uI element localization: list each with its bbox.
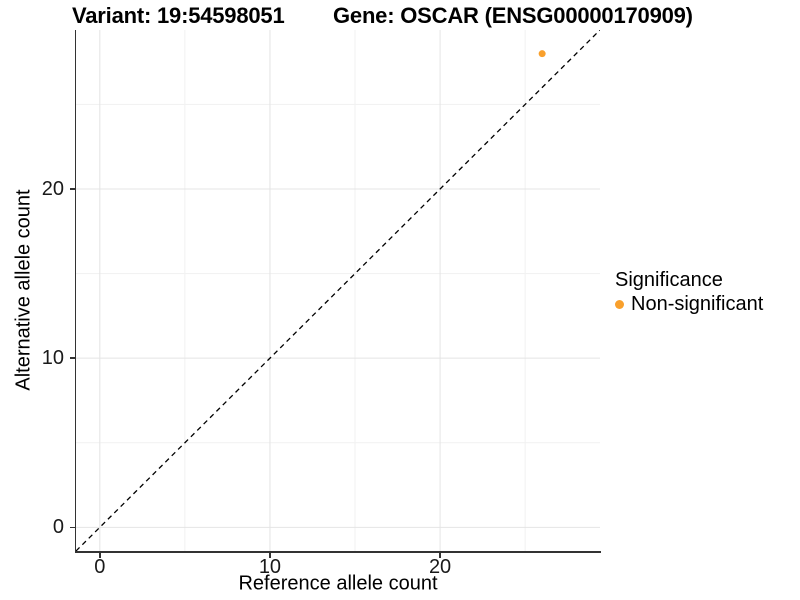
- plot-title-gene: Gene: OSCAR (ENSG00000170909): [333, 3, 693, 28]
- y-tick-label: 20: [41, 178, 64, 200]
- plot-title-variant: Variant: 19:54598051: [72, 3, 285, 28]
- x-tick-label: 20: [428, 556, 452, 578]
- y-axis-line: [74, 30, 77, 553]
- x-tick-label: 10: [258, 556, 282, 578]
- y-tick-mark: [69, 526, 75, 529]
- plot-canvas: [75, 29, 601, 552]
- x-tick-mark: [269, 552, 271, 558]
- x-tick-mark: [99, 552, 101, 558]
- y-tick-label: 0: [52, 516, 64, 539]
- identity-dashed-line: [75, 29, 601, 552]
- x-axis-line: [74, 551, 601, 553]
- plot-panel: [75, 29, 601, 552]
- y-tick-mark: [69, 188, 75, 190]
- y-tick-label: 10: [41, 347, 64, 370]
- y-tick-mark: [69, 357, 75, 359]
- x-tick-mark: [439, 552, 441, 558]
- data-point: [538, 50, 546, 58]
- legend-point-icon: [615, 299, 624, 309]
- x-tick-label: 0: [94, 556, 106, 578]
- legend-entry-label: Non-significant: [631, 292, 764, 315]
- legend-title: Significance: [615, 269, 723, 291]
- legend-entry-non-significant: Non-significant: [615, 292, 763, 316]
- x-axis-label: Reference allele count: [238, 572, 438, 595]
- legend: Significance Non-significant: [615, 268, 763, 316]
